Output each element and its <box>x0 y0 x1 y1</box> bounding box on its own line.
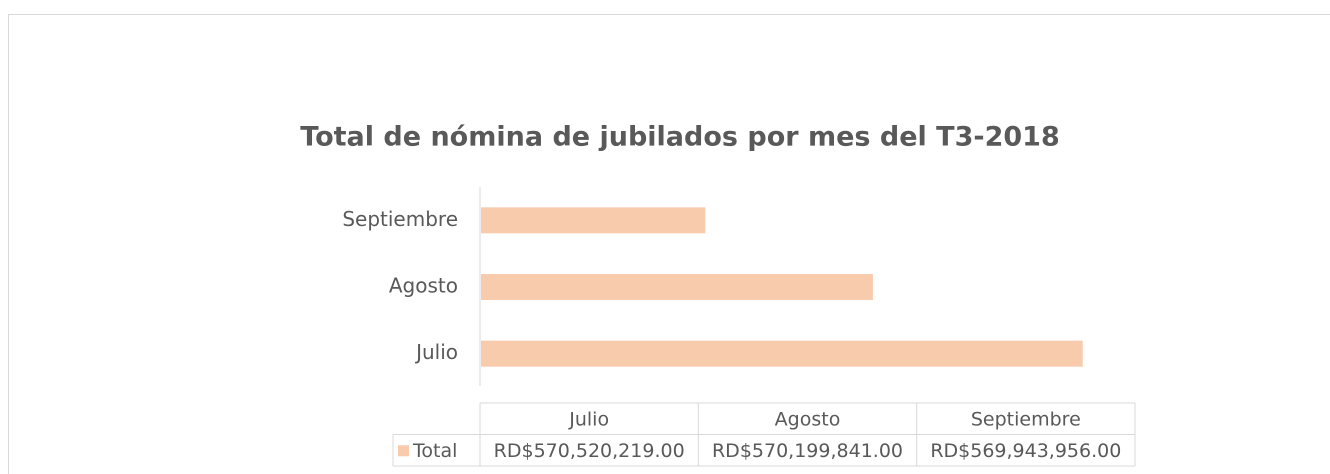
chart-border <box>8 14 1330 474</box>
table-value: RD$570,199,841.00 <box>712 440 903 462</box>
table-header: Julio <box>568 408 609 430</box>
y-tick-label: Julio <box>414 340 458 364</box>
chart-title: Total de nómina de jubilados por mes del… <box>300 122 1059 153</box>
legend-label: Total <box>412 440 457 462</box>
legend-swatch <box>398 445 409 457</box>
table-value: RD$570,520,219.00 <box>494 440 685 462</box>
bar <box>481 207 706 234</box>
bar <box>481 340 1083 367</box>
table-header: Septiembre <box>971 408 1081 430</box>
bar <box>481 274 873 300</box>
y-tick-label: Septiembre <box>342 207 458 231</box>
y-tick-label: Agosto <box>389 274 458 298</box>
table-value: RD$569,943,956.00 <box>930 440 1121 462</box>
table-header: Agosto <box>775 408 841 430</box>
